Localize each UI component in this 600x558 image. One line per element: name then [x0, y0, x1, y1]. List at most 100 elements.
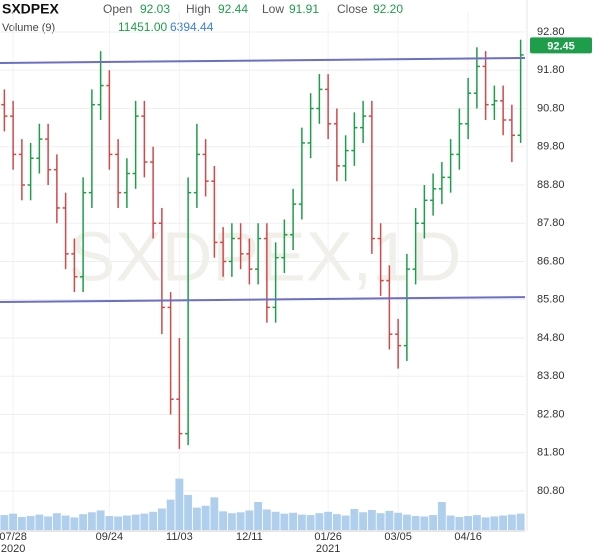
- watermark: SXDPEX,1D: [69, 217, 462, 295]
- volume-bar: [455, 516, 464, 530]
- header-value: 92.20: [373, 2, 403, 16]
- volume-bar: [402, 514, 411, 530]
- volume-bar: [210, 497, 219, 530]
- x-tick-label: 12/11: [236, 531, 263, 543]
- volume-header-value: 6394.44: [170, 20, 214, 34]
- volume-bar: [499, 515, 508, 530]
- volume-bar: [341, 515, 350, 530]
- volume-bar: [157, 508, 166, 530]
- x-sublabel: 2020: [1, 543, 25, 555]
- y-tick-label: 81.80: [537, 447, 565, 459]
- volume-bar: [192, 507, 201, 530]
- header-label: Low: [262, 2, 284, 16]
- volume-bar: [0, 515, 9, 530]
- volume-bar: [105, 516, 114, 530]
- volume-bar: [79, 514, 88, 530]
- volume-bar: [114, 516, 123, 530]
- volume-bar: [140, 513, 149, 530]
- volume-bar: [429, 515, 438, 530]
- volume-bar: [236, 512, 245, 530]
- volume-bar: [175, 478, 184, 530]
- volume-bar: [332, 514, 341, 530]
- x-tick-label: 09/24: [96, 531, 124, 543]
- volume-bar: [17, 516, 26, 530]
- volume-bar: [9, 513, 18, 530]
- volume-bar: [481, 517, 490, 530]
- x-tick-label: 01/26: [314, 531, 342, 543]
- y-tick-label: 91.80: [537, 64, 565, 76]
- volume-bar: [472, 515, 481, 530]
- x-tick-label: 03/05: [384, 531, 412, 543]
- trendline: [0, 296, 526, 304]
- volume-bar: [394, 512, 403, 530]
- volume-bar: [420, 516, 429, 530]
- volume-bar: [376, 513, 385, 530]
- volume-bar: [297, 514, 306, 530]
- y-tick-label: 87.80: [537, 217, 565, 229]
- header-value: 92.44: [218, 2, 248, 16]
- volume-bar: [254, 502, 263, 530]
- volume-bar: [184, 495, 193, 530]
- volume-bar: [359, 512, 368, 530]
- header-value: 91.91: [289, 2, 319, 16]
- volume-bar: [149, 511, 158, 530]
- header-label: Close: [337, 2, 368, 16]
- volume-bar: [490, 516, 499, 530]
- volume-header-value: 11451.00: [118, 20, 167, 34]
- volume-bar: [219, 511, 228, 530]
- volume-bar: [131, 514, 140, 530]
- volume-bar: [227, 513, 236, 530]
- volume-bar: [96, 510, 105, 530]
- volume-bar: [437, 502, 446, 530]
- last-price-label: 92.45: [547, 40, 575, 52]
- volume-bar: [324, 511, 333, 530]
- volume-bar: [315, 513, 324, 530]
- volume-bar: [245, 510, 254, 530]
- volume-bar: [464, 516, 473, 530]
- volume-bar: [516, 513, 525, 530]
- volume-bar: [122, 515, 131, 530]
- x-tick-label: 07/28: [0, 531, 27, 543]
- header-value: 92.03: [140, 2, 170, 16]
- volume-bar: [280, 513, 289, 530]
- y-tick-label: 90.80: [537, 102, 565, 114]
- volume-bar: [446, 515, 455, 530]
- trendline: [0, 57, 526, 64]
- x-sublabel: 2021: [316, 543, 340, 555]
- last-price-box: [530, 37, 592, 54]
- x-tick-label: 04/16: [454, 531, 482, 543]
- volume-bar: [35, 514, 44, 530]
- y-tick-label: 89.80: [537, 141, 565, 153]
- volume-bar: [262, 509, 271, 530]
- volume-bar: [87, 512, 96, 530]
- volume-bar: [70, 517, 79, 530]
- volume-bar: [271, 511, 280, 530]
- header-label: High: [186, 2, 211, 16]
- y-tick-label: 92.80: [537, 26, 565, 38]
- volume-label: Volume (9): [2, 22, 55, 34]
- y-tick-label: 85.80: [537, 294, 565, 306]
- y-tick-label: 83.80: [537, 370, 565, 382]
- volume-bar: [44, 516, 53, 530]
- y-tick-label: 88.80: [537, 179, 565, 191]
- volume-bar: [52, 513, 61, 530]
- header-label: Open: [103, 2, 132, 16]
- x-tick-label: 11/03: [166, 531, 193, 543]
- y-tick-label: 82.80: [537, 408, 565, 420]
- volume-bar: [26, 516, 35, 530]
- volume-bar: [350, 509, 359, 530]
- volume-bar: [507, 514, 516, 530]
- chart-title: SXDPEX: [2, 1, 59, 17]
- y-tick-label: 80.80: [537, 485, 565, 497]
- volume-bar: [166, 499, 175, 530]
- volume-bar: [61, 515, 70, 530]
- y-tick-label: 84.80: [537, 332, 565, 344]
- volume-bar: [367, 509, 376, 530]
- volume-bar: [201, 505, 210, 530]
- volume-bar: [411, 516, 420, 530]
- y-tick-label: 86.80: [537, 255, 565, 267]
- volume-bar: [289, 512, 298, 530]
- volume-bar: [385, 510, 394, 530]
- volume-bar: [306, 515, 315, 530]
